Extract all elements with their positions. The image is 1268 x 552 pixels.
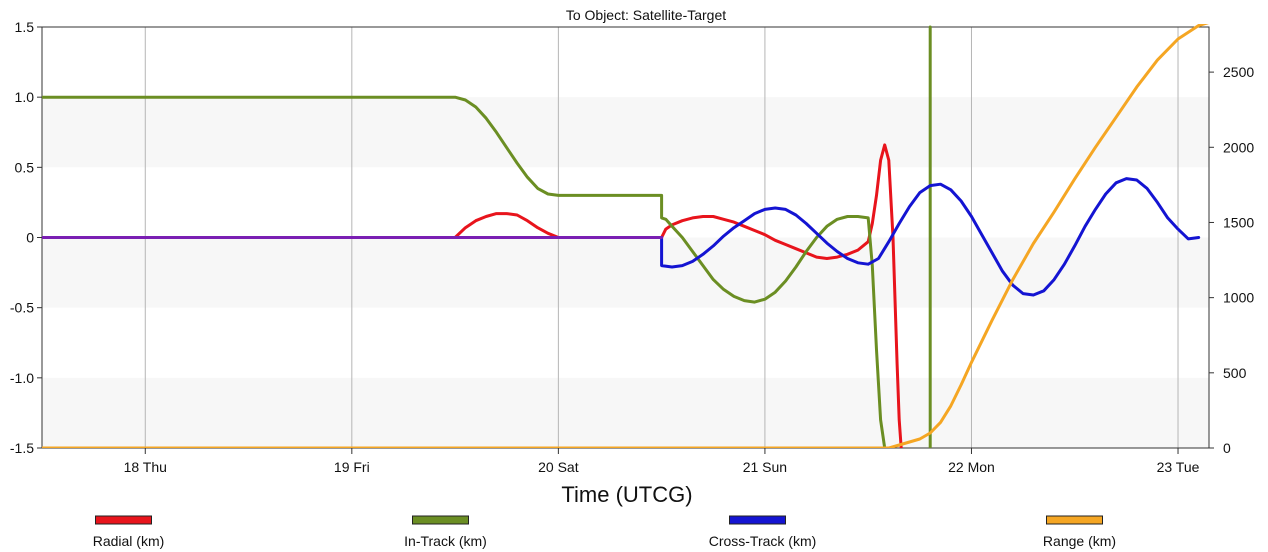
background-band <box>42 167 1209 238</box>
x-tick-label: 20 Sat <box>538 459 579 475</box>
legend-swatch <box>729 515 786 525</box>
background-band <box>42 307 1209 378</box>
y-tick-label: 1.5 <box>15 19 35 35</box>
legend-swatch <box>412 515 469 525</box>
y-axis-left: 1.5 1.0 0.5 0 -0.5 -1.0 -1.5 <box>10 19 42 456</box>
x-tick-label: 23 Tue <box>1157 459 1200 475</box>
legend-label: Range (km) <box>1043 533 1116 549</box>
y-axis-right: 0 500 1000 1500 2000 2500 <box>1209 64 1254 456</box>
x-tick-label: 22 Mon <box>948 459 995 475</box>
x-axis-label: Time (UTCG) <box>561 482 692 507</box>
series-layer <box>42 24 1209 448</box>
background-band <box>42 97 1209 168</box>
y-tick-label: -1.5 <box>10 440 34 456</box>
legend-label: Cross-Track (km) <box>709 533 817 549</box>
series-line-range-km <box>42 24 1209 448</box>
legend-label: In-Track (km) <box>404 533 487 549</box>
background-band <box>42 237 1209 308</box>
x-tick-label: 18 Thu <box>124 459 167 475</box>
y-tick-label: 1.0 <box>15 89 35 105</box>
legend-swatch <box>95 515 152 525</box>
series-line-radial-km <box>42 143 903 448</box>
y-tick-label: 0.5 <box>15 159 35 175</box>
plot-background-bands <box>42 27 1209 448</box>
series-line-cross-track-km <box>42 177 1201 297</box>
chart-title: To Object: Satellite-Target <box>566 7 726 23</box>
legend: Radial (km) In-Track (km) Cross-Track (km)… <box>93 515 1116 549</box>
y2-tick-label: 0 <box>1223 440 1231 456</box>
y2-tick-label: 500 <box>1223 365 1247 381</box>
y-tick-label: 0 <box>26 230 34 246</box>
y2-tick-label: 1500 <box>1223 214 1254 230</box>
y2-tick-label: 1000 <box>1223 290 1254 306</box>
x-tick-label: 21 Sun <box>743 459 787 475</box>
x-tick-label: 19 Fri <box>334 459 370 475</box>
series-line-in-track-km <box>42 95 887 448</box>
background-band <box>42 377 1209 448</box>
legend-label: Radial (km) <box>93 533 165 549</box>
x-axis: 18 Thu 19 Fri 20 Sat 21 Sun 22 Mon 23 Tue <box>124 448 1200 475</box>
y2-tick-label: 2500 <box>1223 64 1254 80</box>
background-band <box>42 27 1209 98</box>
legend-swatch <box>1046 515 1103 525</box>
y-tick-label: -1.0 <box>10 370 34 386</box>
y2-tick-label: 2000 <box>1223 139 1254 155</box>
y-tick-label: -0.5 <box>10 300 34 316</box>
